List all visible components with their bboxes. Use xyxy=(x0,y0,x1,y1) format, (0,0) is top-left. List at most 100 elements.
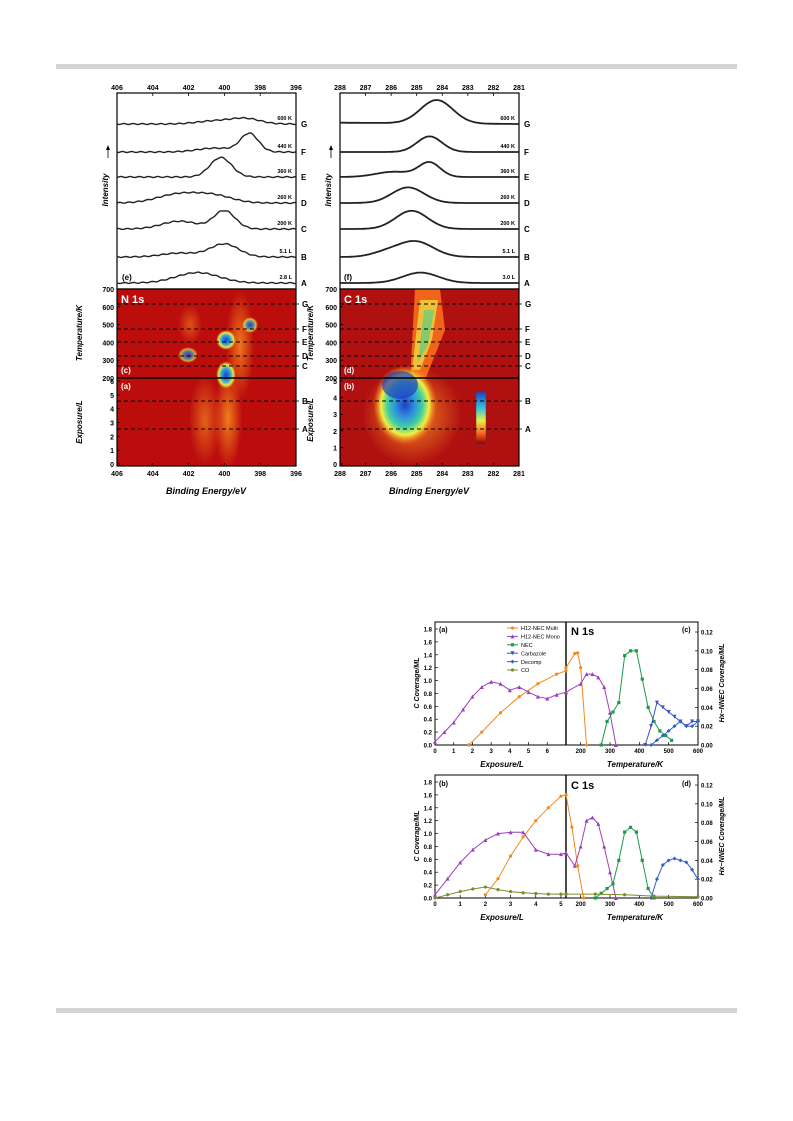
spectrum-condition-label: 440 K xyxy=(500,144,515,150)
right-ylabel-c: Hx−NNEC Coverage/ML xyxy=(719,644,726,723)
spectrum-condition-label: 5.1 L xyxy=(279,249,292,255)
data-point xyxy=(640,677,644,681)
right-ylabel-d: Hx−NNEC Coverage/ML xyxy=(719,797,726,876)
data-point xyxy=(666,728,671,733)
data-point xyxy=(535,694,540,699)
data-point xyxy=(534,819,538,823)
data-point xyxy=(670,738,674,742)
data-point xyxy=(696,895,700,899)
spectrum-letter: G xyxy=(301,120,307,129)
data-point xyxy=(690,719,695,724)
data-point xyxy=(471,887,475,891)
data-point xyxy=(634,649,638,653)
data-point xyxy=(564,850,568,855)
right-tick-label: 0.04 xyxy=(701,706,713,712)
level-letter: D xyxy=(525,352,531,361)
data-point xyxy=(578,681,583,686)
spectrum-letter: B xyxy=(524,253,530,262)
right-tick-label: 0.00 xyxy=(701,744,713,750)
temperature-tick-label: 300 xyxy=(605,749,616,755)
data-point xyxy=(613,896,618,900)
data-point xyxy=(558,852,563,857)
exposure-tick-label: 3 xyxy=(509,902,513,908)
level-letter: G xyxy=(525,300,531,309)
left-tick-label: 0.4 xyxy=(424,718,433,724)
spectrum-line xyxy=(116,132,297,154)
spectrum-line xyxy=(116,116,297,126)
spectrum-letter: A xyxy=(301,279,307,288)
spectrum-line xyxy=(116,191,297,205)
data-point xyxy=(564,666,568,670)
data-point xyxy=(498,711,503,715)
tick-label: 404 xyxy=(147,85,159,92)
exposure-tick-label: 0 xyxy=(333,462,337,469)
temperature-tick-label: 200 xyxy=(102,376,114,383)
n1s-temperature-label: Temperature/K xyxy=(75,304,84,361)
n1s-exposure-label: Exposure/L xyxy=(75,400,84,444)
coverage-n1s-title: N 1s xyxy=(571,626,594,638)
level-letter: A xyxy=(525,425,531,434)
data-point xyxy=(536,682,540,686)
coverage-legend: H12-NEC Multi H12-NEC Mono NEC Carbazole Dec… xyxy=(507,626,560,674)
data-point xyxy=(602,685,607,689)
data-point xyxy=(480,730,484,734)
data-point xyxy=(451,720,456,725)
spectrum-condition-label: 260 K xyxy=(500,195,515,201)
spectrum-condition-label: 200 K xyxy=(277,221,292,227)
color-scale-bar xyxy=(475,391,487,445)
data-point xyxy=(433,892,437,897)
data-point xyxy=(546,852,551,857)
tick-label: 281 xyxy=(513,85,525,92)
left-tick-label: 0.4 xyxy=(424,871,433,877)
data-point xyxy=(483,893,487,897)
data-point xyxy=(684,724,689,729)
exposure-tick-label: 5 xyxy=(110,393,114,400)
spectrum-line xyxy=(116,271,297,285)
data-point xyxy=(696,719,700,724)
data-point xyxy=(617,701,621,705)
data-point xyxy=(599,891,603,895)
coverage-panel-a-label: (a) xyxy=(439,627,448,634)
right-tick-label: 0.12 xyxy=(701,784,713,790)
tick-label: 400 xyxy=(219,85,231,92)
temperature-tick-label: 500 xyxy=(664,749,675,755)
n1s-title: N 1s xyxy=(121,294,144,306)
legend-label: Carbazole xyxy=(521,651,546,657)
tick-label: 284 xyxy=(436,85,448,92)
right-tick-label: 0.04 xyxy=(701,859,713,865)
data-point xyxy=(517,695,521,699)
data-point xyxy=(672,714,677,719)
spectrum-line xyxy=(116,242,297,259)
tick-label: 281 xyxy=(513,471,525,478)
tick-label: 396 xyxy=(290,85,302,92)
temperature-tick-label: 600 xyxy=(325,305,337,312)
series-line xyxy=(565,816,617,899)
exposure-tick-label: 1 xyxy=(459,902,463,908)
level-letter: B xyxy=(525,397,531,406)
temperature-label-b: Temperature/K xyxy=(607,913,664,922)
tick-label: 282 xyxy=(488,85,500,92)
data-point xyxy=(479,685,484,689)
data-point xyxy=(564,793,568,797)
data-point xyxy=(573,651,577,656)
left-tick-label: 0.0 xyxy=(424,897,433,903)
spectrum-letter: B xyxy=(301,253,307,262)
right-tick-label: 0.06 xyxy=(701,687,713,693)
temperature-tick-label: 400 xyxy=(634,902,645,908)
c1s-spectra-panel: 288 287 286 285 284 283 282 281 600 K G 440 K F 360… xyxy=(324,85,530,290)
coverage-panel-c-label: (c) xyxy=(682,627,691,634)
data-point xyxy=(517,685,522,689)
data-point xyxy=(696,877,700,882)
data-point xyxy=(508,889,513,894)
data-point xyxy=(634,830,638,834)
data-point xyxy=(596,675,601,680)
n1s-intensity-label: Intensity xyxy=(101,173,110,206)
series-line xyxy=(434,831,567,896)
data-point xyxy=(521,891,525,895)
spectrum-line xyxy=(340,186,519,204)
data-point xyxy=(508,830,513,835)
data-point xyxy=(617,858,621,862)
exposure-tick-label: 3 xyxy=(489,749,493,755)
series-line xyxy=(434,886,566,899)
